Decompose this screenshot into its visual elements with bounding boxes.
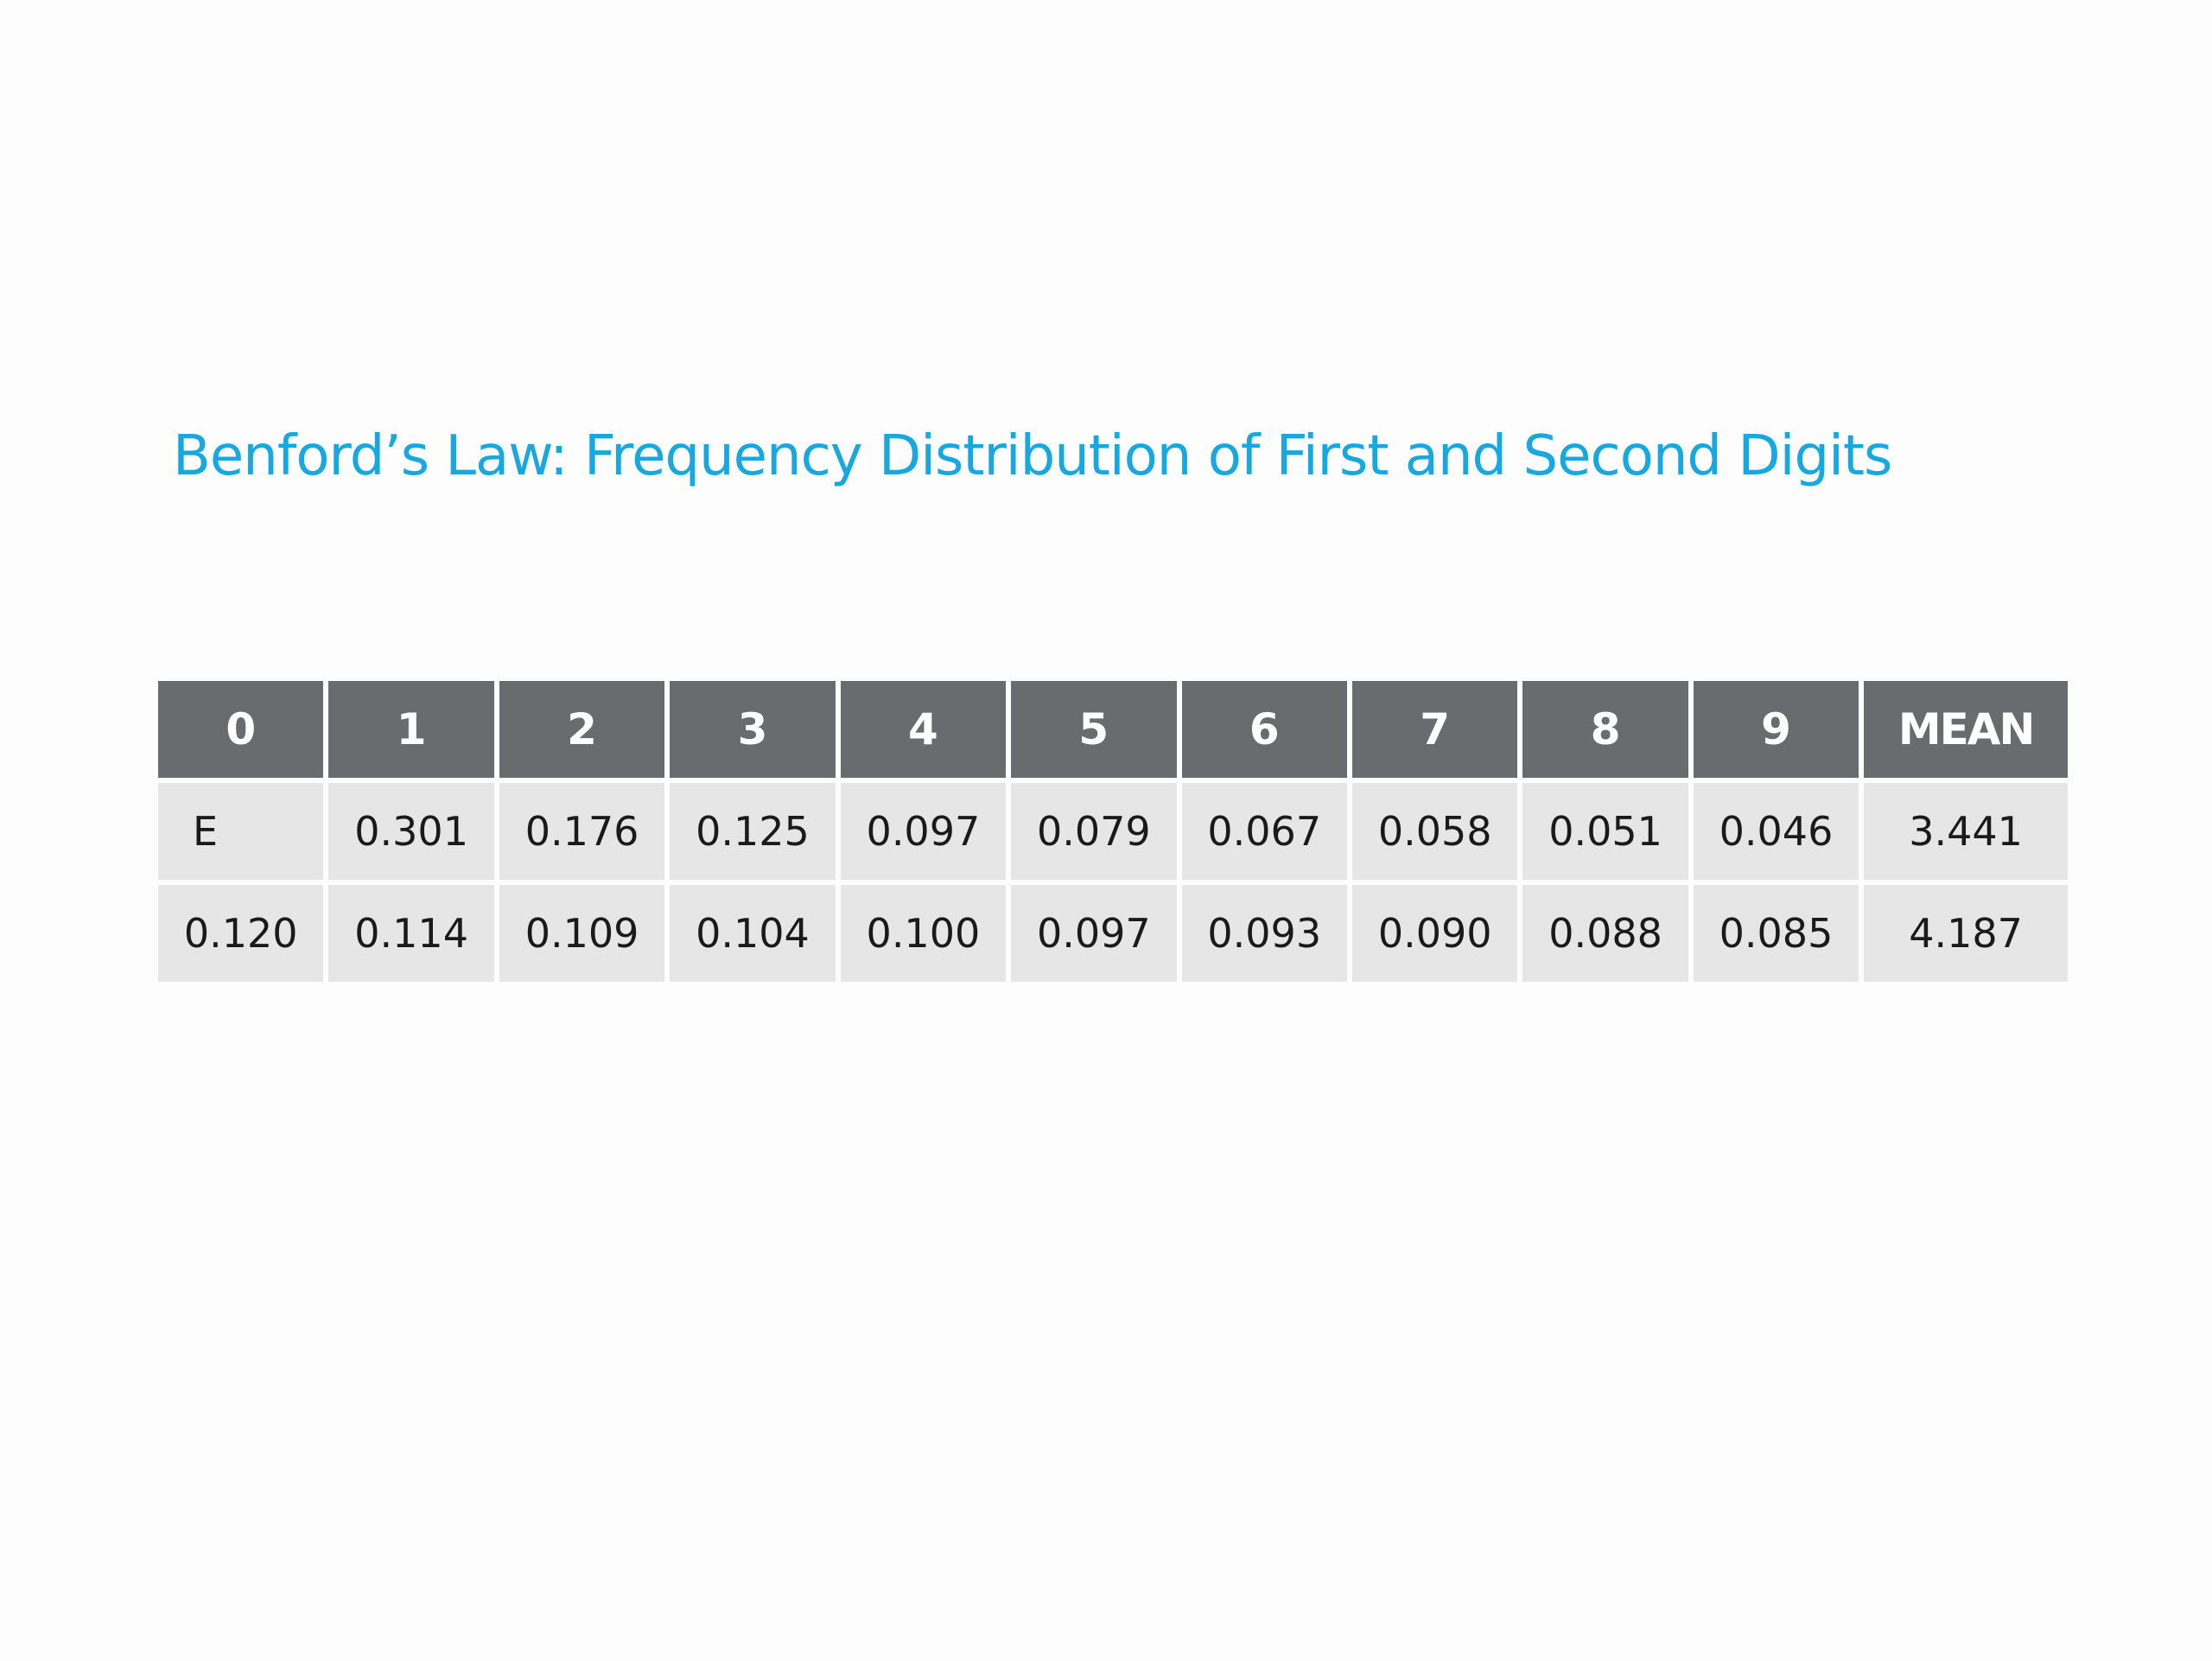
header-cell-6: 6: [1181, 681, 1347, 778]
table-cell: E: [158, 783, 324, 880]
table-cell: 0.046: [1693, 783, 1859, 880]
frequency-table-container: 0 1 2 3 4 5 6 7 8 9 MEAN E 0.301 0.176: [158, 681, 2068, 982]
table-row: E 0.301 0.176 0.125 0.097 0.079 0.067 0.…: [158, 783, 2068, 880]
header-cell-8: 8: [1522, 681, 1688, 778]
table-cell: 0.088: [1522, 885, 1688, 982]
table-cell: 0.067: [1181, 783, 1347, 880]
table-cell: 0.093: [1181, 885, 1347, 982]
table-cell: 0.176: [499, 783, 665, 880]
header-cell-1: 1: [328, 681, 494, 778]
table-cell: 0.125: [670, 783, 836, 880]
frequency-table: 0 1 2 3 4 5 6 7 8 9 MEAN E 0.301 0.176: [153, 676, 2073, 987]
header-cell-3: 3: [670, 681, 836, 778]
table-cell: 0.120: [158, 885, 324, 982]
header-cell-mean: MEAN: [1864, 681, 2068, 778]
header-cell-9: 9: [1693, 681, 1859, 778]
table-cell: 0.114: [328, 885, 494, 982]
table-cell: 0.100: [840, 885, 1007, 982]
table-cell: 0.109: [499, 885, 665, 982]
header-cell-7: 7: [1351, 681, 1518, 778]
table-cell: 0.058: [1351, 783, 1518, 880]
header-cell-0: 0: [158, 681, 324, 778]
page-title: Benford’s Law: Frequency Distribution of…: [173, 424, 1892, 488]
header-cell-4: 4: [840, 681, 1007, 778]
header-cell-5: 5: [1011, 681, 1177, 778]
mean-cell: 4.187: [1864, 885, 2068, 982]
table-cell: 0.104: [670, 885, 836, 982]
mean-cell: 3.441: [1864, 783, 2068, 880]
header-cell-2: 2: [499, 681, 665, 778]
table-row: 0.120 0.114 0.109 0.104 0.100 0.097 0.09…: [158, 885, 2068, 982]
table-cell: 0.079: [1011, 783, 1177, 880]
table-cell: 0.085: [1693, 885, 1859, 982]
table-cell: 0.097: [840, 783, 1007, 880]
table-cell: 0.051: [1522, 783, 1688, 880]
table-cell: 0.090: [1351, 885, 1518, 982]
table-cell: 0.301: [328, 783, 494, 880]
table-header-row: 0 1 2 3 4 5 6 7 8 9 MEAN: [158, 681, 2068, 778]
table-cell: 0.097: [1011, 885, 1177, 982]
